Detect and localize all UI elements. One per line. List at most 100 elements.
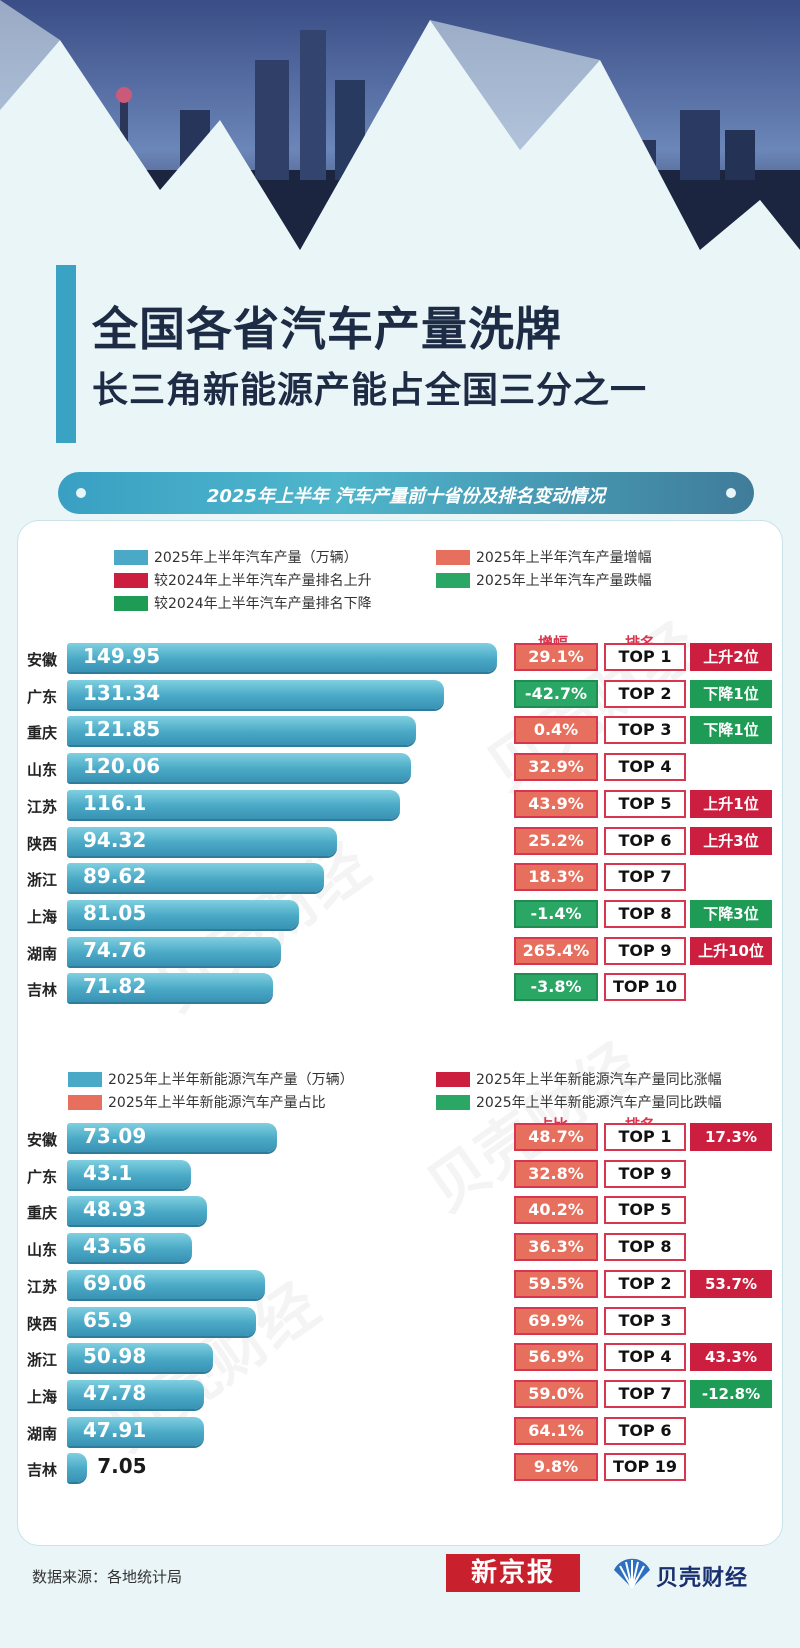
legend-label: 2025年上半年汽车产量跌幅	[476, 573, 652, 589]
pct-badge: 56.9%	[514, 1343, 598, 1372]
change-badge: 上升3位	[690, 826, 772, 855]
pct-badge: 59.0%	[514, 1379, 598, 1408]
province-label: 湖南	[27, 1424, 58, 1443]
legend-swatch	[114, 572, 148, 588]
shell-icon	[614, 1558, 650, 1589]
table-row: 吉林 71.82 -3.8% TOP 10	[0, 973, 800, 1003]
pct-badge: 64.1%	[514, 1416, 598, 1445]
legend-label: 2025年上半年汽车产量增幅	[476, 550, 652, 566]
legend-swatch	[68, 1094, 102, 1110]
legend-label: 2025年上半年新能源汽车产量同比跌幅	[476, 1095, 722, 1111]
table-row: 浙江 89.62 18.3% TOP 7	[0, 863, 800, 893]
province-label: 安徽	[27, 651, 58, 669]
table-row: 浙江 50.98 56.9% TOP 4 43.3%	[0, 1343, 800, 1373]
bar-value-label: 73.09	[83, 1124, 147, 1148]
pct-badge: 69.9%	[514, 1306, 598, 1335]
pct-badge: 265.4%	[514, 936, 598, 965]
legend-label: 2025年上半年新能源汽车产量（万辆）	[108, 1072, 354, 1088]
legend-item-nev-yoy-down: 2025年上半年新能源汽车产量同比跌幅	[436, 1092, 722, 1112]
legend-label: 较2024年上半年汽车产量排名上升	[154, 573, 372, 589]
table-row: 山东 120.06 32.9% TOP 4	[0, 753, 800, 783]
table-row: 湖南 74.76 265.4% TOP 9 上升10位	[0, 936, 800, 967]
change-badge: 上升2位	[690, 643, 772, 671]
bar-value-label: 131.34	[83, 680, 161, 705]
change-badge: 53.7%	[690, 1269, 772, 1298]
table-row: 重庆 121.85 0.4% TOP 3 下降1位	[0, 716, 800, 746]
bar-value-label: 120.06	[83, 754, 161, 779]
rank-badge: TOP 5	[604, 789, 686, 818]
rank-badge: TOP 6	[604, 826, 686, 855]
province-label: 江苏	[27, 1277, 58, 1296]
bar	[67, 789, 400, 819]
rank-badge: TOP 4	[604, 1343, 686, 1372]
bar	[67, 1196, 208, 1226]
table-row: 重庆 48.93 40.2% TOP 5	[0, 1196, 800, 1226]
province-label: 山东	[27, 1241, 58, 1260]
change-badge: 43.3%	[690, 1343, 772, 1372]
province-label: 陕西	[27, 834, 58, 853]
legend-item-rank-up: 较2024年上半年汽车产量排名上升	[114, 570, 372, 590]
bar	[67, 1233, 192, 1263]
section-title: 2025年上半年 汽车产量前十省份及排名变动情况	[206, 486, 606, 507]
bar-value-label: 149.95	[83, 644, 161, 668]
rank-badge: TOP 10	[604, 973, 686, 1002]
legend-item-decline: 2025年上半年汽车产量跌幅	[436, 570, 652, 590]
bar	[67, 753, 412, 783]
bar	[67, 863, 324, 893]
pct-badge: 32.9%	[514, 753, 598, 782]
page-title: 全国各省汽车产量洗牌	[92, 302, 562, 356]
bar	[67, 1123, 277, 1152]
bar-value-label: 7.05	[97, 1454, 147, 1479]
change-badge: 上升1位	[690, 789, 772, 818]
rank-badge: TOP 5	[604, 1196, 686, 1225]
legend-swatch	[114, 549, 148, 565]
section-header: 2025年上半年 汽车产量前十省份及排名变动情况	[58, 472, 754, 514]
bar-value-label: 116.1	[83, 790, 147, 815]
bar	[67, 1379, 204, 1409]
pct-badge: 36.3%	[514, 1233, 598, 1262]
province-label: 江苏	[27, 797, 58, 816]
bar	[67, 973, 273, 1003]
pct-badge: 0.4%	[514, 716, 598, 745]
legend-item-nev-production: 2025年上半年新能源汽车产量（万辆）	[68, 1069, 354, 1089]
table-row: 上海 81.05 -1.4% TOP 8 下降3位	[0, 899, 800, 930]
pct-badge: 29.1%	[514, 643, 598, 671]
beike-caijing-logo: 贝壳财经	[612, 1556, 772, 1592]
province-label: 湖南	[27, 944, 58, 963]
province-label: 上海	[27, 907, 58, 926]
legend-swatch	[436, 1094, 470, 1110]
legend-swatch	[436, 549, 470, 565]
bar	[67, 1343, 214, 1373]
province-label: 重庆	[27, 724, 58, 743]
rank-badge: TOP 19	[604, 1453, 686, 1482]
pct-badge: 40.2%	[514, 1196, 598, 1225]
bar	[67, 643, 497, 672]
bar	[67, 826, 338, 856]
bar	[67, 1416, 205, 1446]
province-label: 陕西	[27, 1314, 58, 1333]
table-row: 陕西 65.9 69.9% TOP 3	[0, 1306, 800, 1337]
pct-badge: 9.8%	[514, 1453, 598, 1482]
bar-value-label: 121.85	[83, 717, 161, 742]
province-label: 吉林	[27, 981, 58, 1000]
legend-label: 2025年上半年新能源汽车产量占比	[108, 1095, 326, 1111]
province-label: 重庆	[27, 1204, 58, 1223]
legend-swatch	[436, 1071, 470, 1087]
bar-value-label: 47.91	[83, 1417, 147, 1442]
bar-value-label: 43.1	[83, 1160, 133, 1185]
legend-label: 2025年上半年新能源汽车产量同比涨幅	[476, 1072, 722, 1088]
pct-badge: 32.8%	[514, 1159, 598, 1188]
pct-badge: -1.4%	[514, 899, 598, 928]
rank-badge: TOP 1	[604, 1123, 686, 1151]
bar	[67, 1269, 266, 1299]
legend-label: 2025年上半年汽车产量（万辆）	[154, 550, 358, 566]
page-subtitle: 长三角新能源产能占全国三分之一	[92, 370, 648, 411]
pct-badge: -42.7%	[514, 679, 598, 708]
bar	[67, 899, 300, 929]
bar-value-label: 94.32	[83, 827, 147, 852]
legend-label: 较2024年上半年汽车产量排名下降	[154, 596, 372, 612]
pill-dot-right	[726, 488, 736, 498]
legend-item-growth: 2025年上半年汽车产量增幅	[436, 547, 652, 567]
table-row: 吉林 7.05 9.8% TOP 19	[0, 1453, 800, 1483]
table-row: 陕西 94.32 25.2% TOP 6 上升3位	[0, 826, 800, 857]
